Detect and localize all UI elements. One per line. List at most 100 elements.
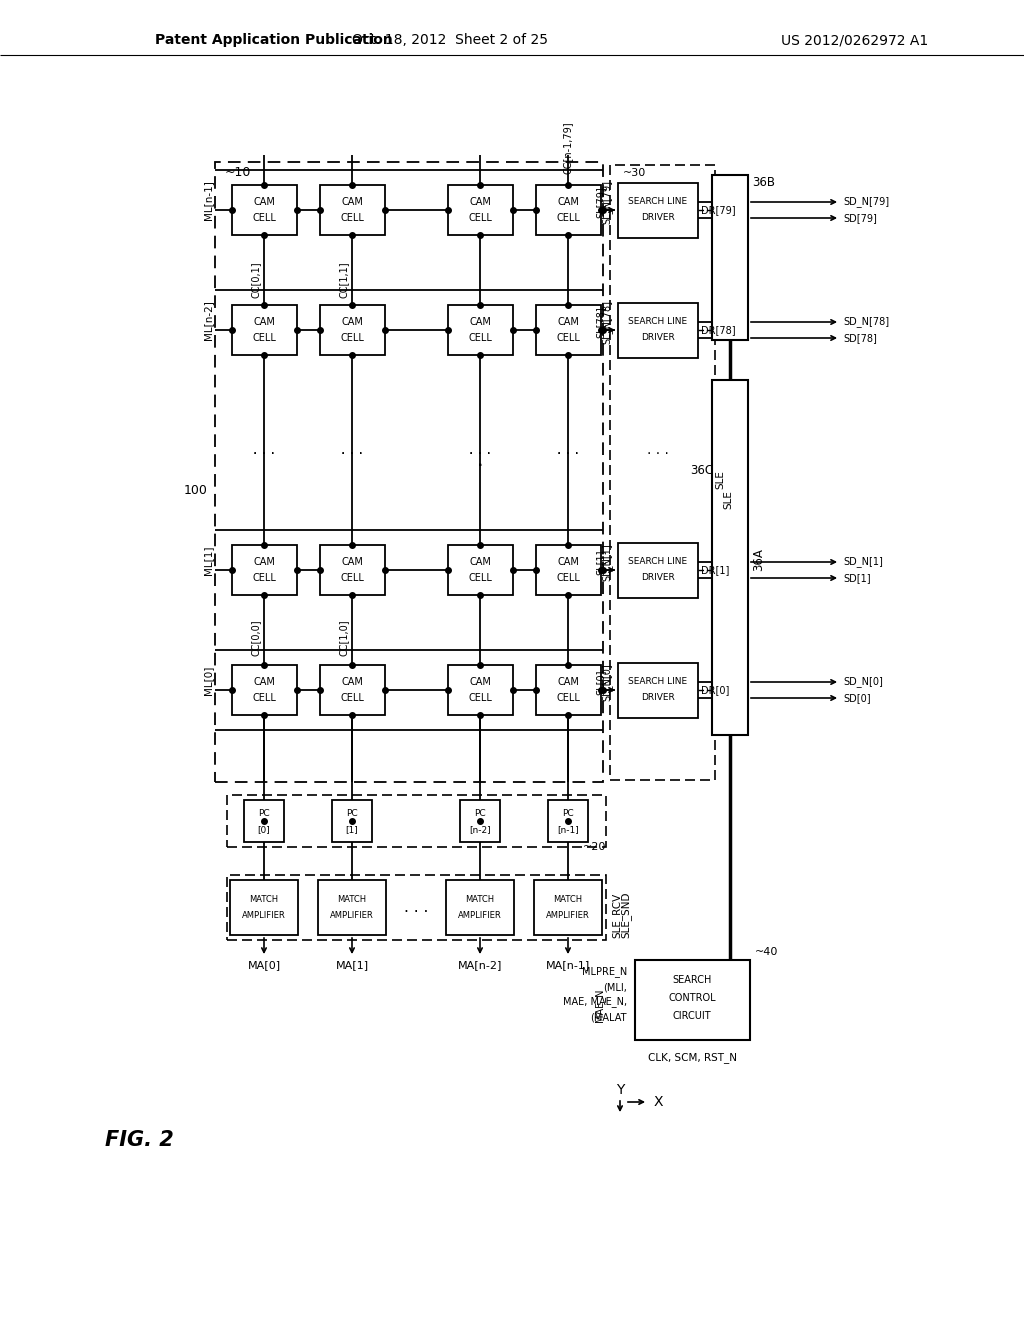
Text: MATCH: MATCH <box>553 895 583 904</box>
Text: MA[1]: MA[1] <box>336 960 369 970</box>
Text: . . .: . . . <box>647 444 669 457</box>
Text: CAM: CAM <box>557 317 579 327</box>
Text: SLE_SND: SLE_SND <box>621 892 632 939</box>
Text: CELL: CELL <box>340 693 364 704</box>
Text: SL_N[79]: SL_N[79] <box>601 180 612 224</box>
Text: .: . <box>477 450 483 470</box>
Text: . . .: . . . <box>469 444 490 457</box>
Text: [0]: [0] <box>258 825 270 834</box>
Text: SEARCH LINE: SEARCH LINE <box>629 318 687 326</box>
Text: MA[n-2]: MA[n-2] <box>458 960 502 970</box>
Bar <box>536 305 601 355</box>
Bar <box>332 800 372 842</box>
Text: ML[n-1]: ML[n-1] <box>203 180 213 220</box>
Text: SD_N[1]: SD_N[1] <box>843 557 883 568</box>
Text: CC[0,1]: CC[0,1] <box>251 261 261 298</box>
Text: DRIVER: DRIVER <box>641 573 675 582</box>
Text: MAE_N: MAE_N <box>594 989 605 1022</box>
Text: . . .: . . . <box>403 900 428 916</box>
Bar <box>232 305 297 355</box>
Text: CAM: CAM <box>253 677 274 686</box>
Text: SL_N[1]: SL_N[1] <box>601 543 612 581</box>
Text: PC: PC <box>346 809 357 818</box>
Bar <box>536 665 601 715</box>
Text: SD_N[78]: SD_N[78] <box>843 317 889 327</box>
Text: SD_N[0]: SD_N[0] <box>843 677 883 688</box>
Text: CC[1,1]: CC[1,1] <box>339 261 349 298</box>
Text: SD[78]: SD[78] <box>843 333 877 343</box>
Text: . . .: . . . <box>469 444 490 457</box>
Text: CAM: CAM <box>341 197 362 207</box>
Text: . . .: . . . <box>253 444 274 457</box>
Text: MATCH: MATCH <box>250 895 279 904</box>
Text: CELL: CELL <box>252 213 275 223</box>
Text: CELL: CELL <box>468 333 492 343</box>
Bar <box>230 880 298 935</box>
Text: CELL: CELL <box>556 693 580 704</box>
Text: CELL: CELL <box>556 573 580 583</box>
Text: SLE_RCV: SLE_RCV <box>611 892 623 937</box>
Text: CELL: CELL <box>468 573 492 583</box>
Text: CELL: CELL <box>340 333 364 343</box>
Bar <box>460 800 500 842</box>
Text: ~10: ~10 <box>225 165 251 178</box>
Text: CAM: CAM <box>253 317 274 327</box>
Text: CELL: CELL <box>556 333 580 343</box>
Text: CIRCUIT: CIRCUIT <box>673 1011 712 1020</box>
Text: CAM: CAM <box>557 557 579 568</box>
Text: . . .: . . . <box>341 444 362 457</box>
Text: AMPLIFIER: AMPLIFIER <box>330 912 374 920</box>
Text: ML[n-2]: ML[n-2] <box>203 300 213 341</box>
Text: PC: PC <box>258 809 269 818</box>
Text: (MALAT: (MALAT <box>591 1012 627 1022</box>
Text: SL_N[0]: SL_N[0] <box>601 663 612 701</box>
Text: MA[n-1]: MA[n-1] <box>546 960 590 970</box>
Text: SL[0]: SL[0] <box>595 669 605 694</box>
Text: CELL: CELL <box>340 573 364 583</box>
Bar <box>319 665 385 715</box>
Text: Oct. 18, 2012  Sheet 2 of 25: Oct. 18, 2012 Sheet 2 of 25 <box>352 33 548 48</box>
Bar <box>449 185 513 235</box>
Text: CELL: CELL <box>556 213 580 223</box>
Text: CELL: CELL <box>468 213 492 223</box>
Text: CAM: CAM <box>253 557 274 568</box>
Bar <box>635 960 750 1040</box>
Bar <box>227 795 606 847</box>
Bar <box>449 545 513 595</box>
Text: CELL: CELL <box>252 693 275 704</box>
Text: CELL: CELL <box>340 213 364 223</box>
Bar <box>618 304 698 358</box>
Bar <box>712 380 748 735</box>
Bar <box>319 305 385 355</box>
Text: Y: Y <box>615 1082 625 1097</box>
Text: Patent Application Publication: Patent Application Publication <box>155 33 393 48</box>
Text: CAM: CAM <box>469 317 490 327</box>
Bar <box>536 545 601 595</box>
Bar <box>319 185 385 235</box>
Text: SEARCH LINE: SEARCH LINE <box>629 677 687 686</box>
Text: CAM: CAM <box>469 677 490 686</box>
Text: SD_N[79]: SD_N[79] <box>843 197 889 207</box>
Bar <box>536 185 601 235</box>
Text: 36A: 36A <box>752 549 765 572</box>
Text: 100: 100 <box>184 483 208 496</box>
Text: CLK, SCM, RST_N: CLK, SCM, RST_N <box>647 1052 736 1064</box>
Text: X: X <box>653 1096 663 1109</box>
Bar <box>548 800 588 842</box>
Bar <box>449 665 513 715</box>
Text: . . .: . . . <box>341 444 362 457</box>
Text: AMPLIFIER: AMPLIFIER <box>458 912 502 920</box>
Bar <box>215 162 603 781</box>
Text: ML[0]: ML[0] <box>203 665 213 694</box>
Text: CC[0,0]: CC[0,0] <box>251 619 261 656</box>
Text: .: . <box>477 450 483 470</box>
Text: MATCH: MATCH <box>466 895 495 904</box>
Text: PC: PC <box>562 809 573 818</box>
Text: SEARCH: SEARCH <box>673 975 712 985</box>
Text: DRIVER: DRIVER <box>641 334 675 342</box>
Text: SEARCH LINE: SEARCH LINE <box>629 198 687 206</box>
Bar <box>232 545 297 595</box>
Text: CONTROL: CONTROL <box>669 993 716 1003</box>
Text: SD[0]: SD[0] <box>843 693 870 704</box>
Text: CAM: CAM <box>469 197 490 207</box>
